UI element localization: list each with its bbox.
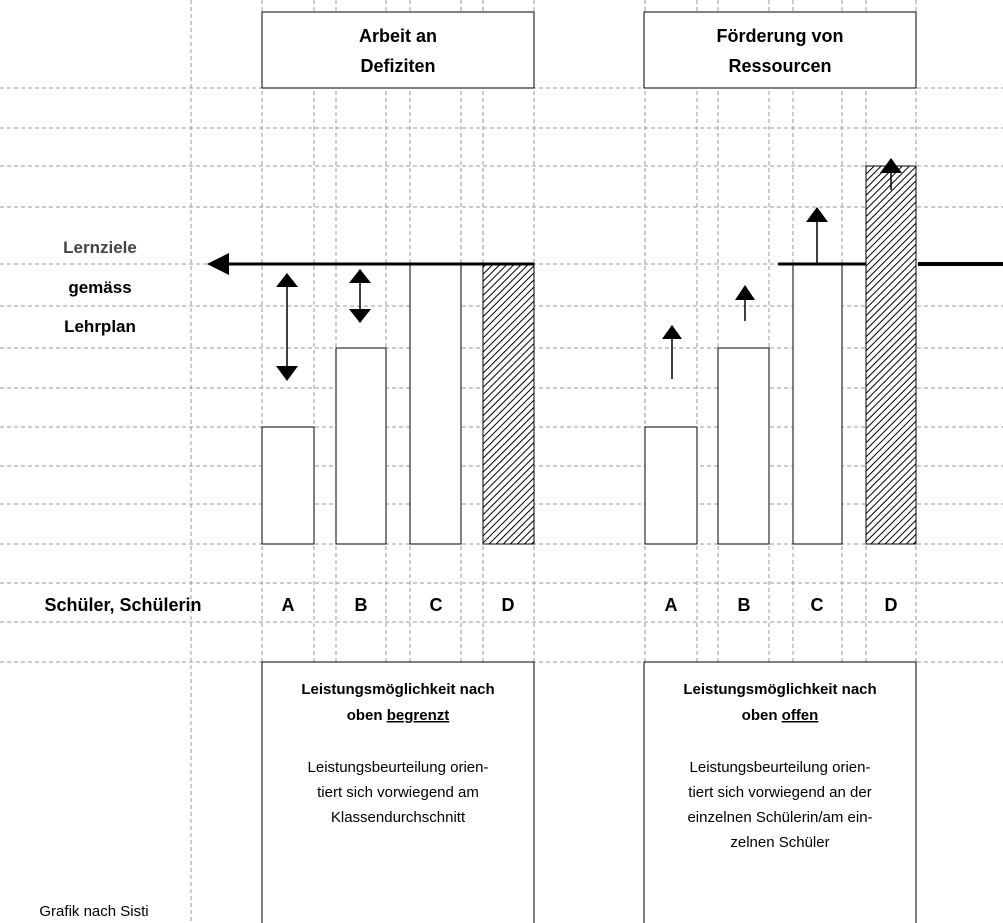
note-right-body-line3: einzelnen Schülerin/am ein-	[687, 809, 872, 826]
note-right-title-line2: oben offen	[742, 707, 819, 724]
note-right-title-line1: Leistungsmöglichkeit nach	[683, 681, 876, 698]
up-arrow-c	[806, 207, 828, 263]
header-right-line1: Förderung von	[717, 26, 844, 46]
note-right-body-line1: Leistungsbeurteilung orien-	[690, 759, 871, 776]
goal-label-line3: Lehrplan	[64, 317, 136, 336]
learning-goal-line	[207, 253, 1003, 275]
student-right-b: B	[738, 595, 751, 615]
note-left-body-line2: tiert sich vorwiegend am	[317, 784, 479, 801]
student-left-b: B	[355, 595, 368, 615]
bar-left-d-hatched	[482, 262, 535, 545]
header-left-line1: Arbeit an	[359, 26, 437, 46]
bar-left-b	[335, 347, 387, 545]
header-box-left: Arbeit an Defiziten	[261, 11, 535, 89]
student-left-a: A	[282, 595, 295, 615]
goal-label: Lernziele gemäss Lehrplan	[63, 238, 137, 336]
student-left-d: D	[502, 595, 515, 615]
bar-left-c	[409, 262, 462, 545]
up-arrow-b	[735, 285, 755, 321]
note-box-right: Leistungsmöglichkeit nach oben offen Lei…	[643, 661, 917, 923]
note-left-body-line3: Klassendurchschnitt	[331, 809, 466, 826]
note-left-body-line1: Leistungsbeurteilung orien-	[308, 759, 489, 776]
credit-text: Grafik nach Sisti	[39, 903, 148, 920]
bar-right-c	[792, 262, 843, 545]
student-right-c: C	[811, 595, 824, 615]
arrow-left-icon	[207, 253, 229, 275]
double-arrow-a	[276, 273, 298, 381]
header-right-line2: Ressourcen	[728, 56, 831, 76]
note-left-title-line1: Leistungsmöglichkeit nach	[301, 681, 494, 698]
double-arrow-b	[349, 269, 371, 323]
header-box-right: Förderung von Ressourcen	[643, 11, 917, 89]
goal-label-line1: Lernziele	[63, 238, 137, 257]
student-left-c: C	[430, 595, 443, 615]
student-right-a: A	[665, 595, 678, 615]
goal-label-line2: gemäss	[68, 278, 131, 297]
note-right-body-line2: tiert sich vorwiegend an der	[688, 784, 871, 801]
student-right-d: D	[885, 595, 898, 615]
bar-left-a	[261, 426, 315, 545]
bar-right-d-hatched	[865, 165, 917, 545]
note-left-title-line2: oben begrenzt	[347, 707, 450, 724]
header-left-line2: Defiziten	[360, 56, 435, 76]
students-label: Schüler, Schülerin	[44, 595, 201, 615]
bar-right-b	[717, 347, 770, 545]
up-arrow-a	[662, 325, 682, 379]
note-right-body-line4: zelnen Schüler	[730, 834, 829, 851]
bar-right-a	[644, 426, 698, 545]
note-box-left: Leistungsmöglichkeit nach oben begrenzt …	[261, 661, 535, 923]
up-arrow-d	[880, 158, 902, 190]
